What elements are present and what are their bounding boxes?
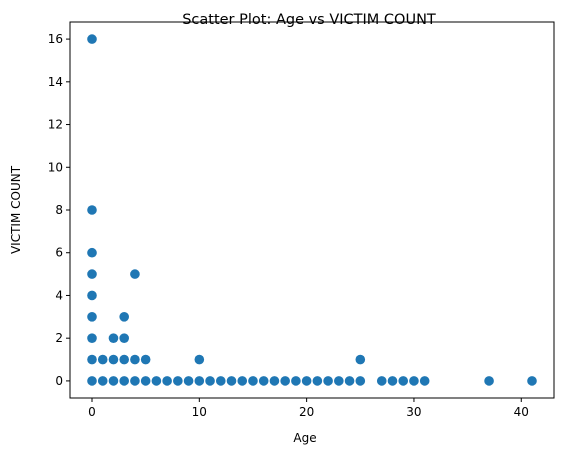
data-point — [108, 354, 119, 365]
x-axis-label: Age — [293, 431, 316, 445]
data-point — [87, 354, 97, 365]
y-tick-label: 6 — [55, 246, 63, 260]
data-point — [323, 376, 333, 386]
data-point — [130, 354, 140, 365]
data-point — [162, 376, 172, 386]
plot-frame — [69, 21, 555, 399]
data-point — [119, 354, 129, 365]
y-tick-label: 8 — [55, 203, 63, 217]
data-point — [409, 376, 419, 386]
data-point — [355, 376, 366, 386]
data-point — [205, 376, 215, 386]
data-point — [151, 376, 162, 386]
y-axis-label: VICTIM COUNT — [9, 165, 23, 254]
data-point — [87, 247, 97, 258]
data-point — [269, 376, 280, 386]
data-point — [140, 354, 151, 365]
data-point — [355, 354, 366, 365]
data-point — [226, 376, 237, 386]
y-tick-label: 0 — [55, 374, 63, 388]
data-point — [419, 376, 430, 386]
data-point — [119, 376, 129, 386]
data-point — [130, 269, 140, 279]
data-point — [87, 333, 97, 343]
x-tick-label: 20 — [299, 405, 314, 419]
data-point — [527, 376, 537, 386]
y-tick-label: 10 — [48, 160, 63, 174]
data-point — [87, 269, 97, 279]
y-tick-label: 16 — [48, 32, 63, 46]
data-point — [130, 376, 140, 386]
data-point — [140, 376, 151, 386]
data-point — [291, 376, 301, 386]
x-tick-label: 0 — [88, 405, 96, 419]
data-point — [183, 376, 194, 386]
data-point — [376, 376, 387, 386]
x-tick-label: 30 — [406, 405, 421, 419]
y-tick-label: 2 — [55, 331, 63, 345]
data-point — [108, 333, 119, 343]
data-point — [87, 205, 97, 215]
data-point — [344, 376, 355, 386]
data-point — [387, 376, 398, 386]
y-tick-label: 14 — [48, 75, 63, 89]
data-point — [280, 376, 290, 386]
data-point — [87, 376, 97, 386]
y-axis: 0 2 4 6 8 10 12 14 16 — [48, 32, 70, 388]
x-axis: 0 10 20 30 40 — [88, 398, 529, 419]
x-tick-label: 40 — [514, 405, 529, 419]
data-point — [87, 312, 97, 322]
y-tick-label: 4 — [55, 288, 63, 302]
data-point — [108, 376, 119, 386]
data-point — [248, 376, 258, 386]
data-point — [215, 376, 226, 386]
data-point — [312, 376, 323, 386]
data-point — [301, 376, 312, 386]
data-point — [87, 290, 97, 301]
x-tick-label: 10 — [192, 405, 207, 419]
data-point — [334, 376, 344, 386]
data-point — [97, 354, 108, 365]
data-point — [173, 376, 183, 386]
data-point — [258, 376, 269, 386]
data-point — [484, 376, 494, 386]
data-point — [119, 333, 129, 343]
data-point — [237, 376, 248, 386]
data-point — [194, 376, 205, 386]
chart-title: Scatter Plot: Age vs VICTIM COUNT — [182, 12, 436, 28]
data-point — [119, 312, 129, 322]
y-tick-label: 12 — [48, 118, 63, 132]
data-point — [194, 354, 205, 365]
plot-area — [87, 34, 537, 386]
data-point — [87, 34, 97, 44]
data-point — [97, 376, 108, 386]
data-point — [398, 376, 409, 386]
